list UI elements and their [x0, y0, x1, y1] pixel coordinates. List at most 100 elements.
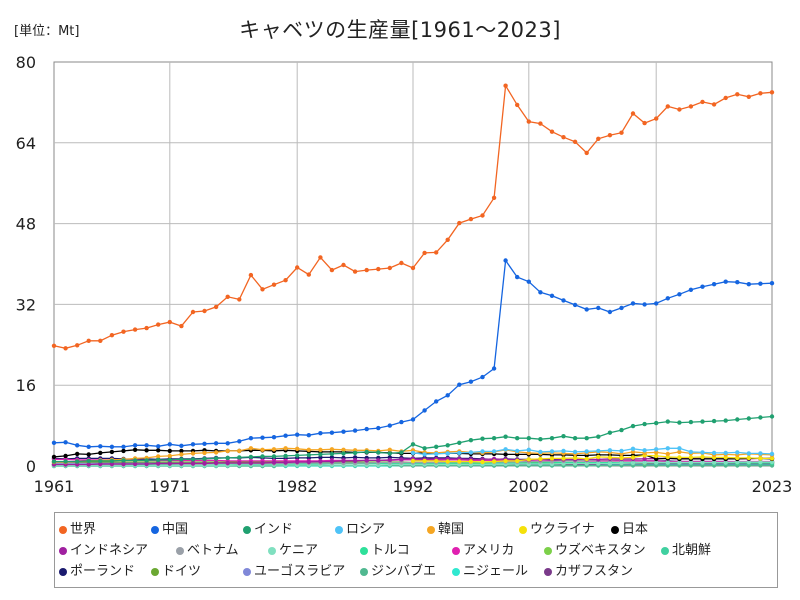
data-point — [422, 408, 427, 413]
data-point — [526, 457, 531, 462]
data-point — [144, 448, 149, 453]
legend-marker — [544, 546, 552, 555]
data-point — [630, 111, 636, 116]
legend-label: インドネシア — [70, 543, 149, 558]
data-point — [665, 446, 670, 451]
data-point — [75, 451, 80, 457]
data-point — [213, 304, 219, 310]
data-point — [758, 456, 763, 461]
data-point — [480, 213, 485, 218]
legend-label: ポーランド — [70, 564, 136, 579]
data-point — [700, 284, 705, 289]
data-point — [260, 454, 265, 459]
data-point — [746, 94, 751, 100]
legend-item: ユーゴスラビア — [243, 561, 360, 582]
data-point — [457, 382, 462, 387]
legend-label: インド — [254, 522, 294, 537]
data-point — [318, 255, 323, 260]
data-point — [271, 454, 277, 459]
data-point — [306, 272, 311, 277]
data-point — [630, 423, 636, 429]
data-point — [654, 450, 659, 455]
data-point — [607, 455, 613, 460]
data-point — [619, 455, 624, 461]
data-point — [561, 434, 566, 439]
legend-item: 北朝鮮 — [661, 540, 753, 561]
data-point — [51, 343, 57, 348]
data-point — [677, 446, 682, 451]
data-point — [410, 450, 416, 456]
legend-item: インド — [243, 519, 335, 540]
data-point — [688, 460, 694, 465]
data-point — [526, 119, 531, 124]
data-point — [341, 429, 346, 434]
data-point — [376, 266, 381, 272]
data-point — [665, 296, 670, 301]
data-point — [688, 419, 694, 425]
legend: 世界 中国 インド ロシア 韓国 ウクライナ 日本 インドネシア ベトナム ケニア トルコ アメリカ ウ… — [54, 512, 778, 588]
legend-marker — [243, 525, 251, 534]
data-point — [665, 104, 670, 109]
data-point — [306, 459, 311, 465]
legend-item: ベトナム — [176, 540, 268, 561]
data-point — [711, 102, 717, 107]
data-point — [549, 449, 555, 454]
data-point — [341, 451, 346, 456]
legend-marker — [519, 525, 527, 534]
data-point — [711, 418, 717, 424]
data-point — [121, 444, 126, 449]
data-point — [503, 452, 508, 457]
y-tick-label: 0 — [26, 457, 36, 476]
data-point — [86, 338, 91, 343]
data-point — [665, 460, 670, 465]
data-point — [202, 450, 207, 456]
data-point — [561, 456, 566, 461]
data-point — [572, 455, 578, 461]
data-point — [491, 436, 497, 441]
data-point — [677, 460, 682, 465]
data-point — [642, 448, 647, 453]
legend-marker — [544, 567, 552, 576]
data-point — [109, 444, 115, 449]
data-point — [572, 302, 578, 308]
legend-marker — [151, 567, 159, 576]
data-point — [480, 459, 485, 465]
data-point — [723, 279, 728, 284]
data-point — [51, 454, 57, 460]
data-point — [109, 461, 115, 467]
data-point — [480, 436, 485, 441]
data-point — [156, 461, 161, 466]
data-point — [445, 237, 450, 242]
data-point — [735, 459, 740, 465]
data-point — [526, 450, 531, 456]
data-point — [156, 448, 161, 453]
data-point — [769, 90, 775, 95]
data-point — [156, 444, 161, 449]
data-point — [422, 446, 427, 451]
x-tick-label: 1961 — [34, 477, 75, 496]
data-point — [538, 449, 543, 455]
data-point — [607, 133, 613, 138]
data-point — [318, 447, 323, 452]
data-point — [86, 458, 91, 464]
data-point — [179, 443, 184, 448]
data-point — [167, 442, 172, 447]
data-point — [654, 301, 659, 306]
legend-label: 北朝鮮 — [672, 543, 712, 558]
data-point — [422, 452, 427, 457]
data-point — [329, 447, 335, 452]
data-point — [260, 287, 265, 292]
data-point — [225, 441, 230, 446]
data-point — [503, 258, 508, 263]
data-point — [735, 92, 740, 97]
data-point — [167, 453, 172, 459]
legend-label: アメリカ — [463, 543, 515, 558]
data-point — [630, 460, 636, 466]
data-point — [98, 458, 103, 464]
data-point — [619, 460, 624, 466]
data-point — [295, 446, 300, 451]
data-point — [190, 442, 196, 447]
data-point — [711, 282, 717, 287]
data-point — [642, 302, 647, 307]
data-point — [526, 436, 531, 441]
